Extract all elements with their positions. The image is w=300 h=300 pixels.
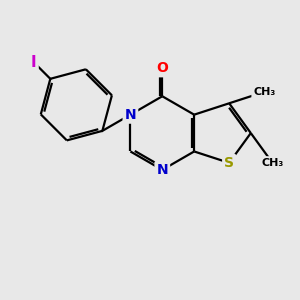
Text: I: I: [31, 55, 37, 70]
Text: O: O: [156, 61, 168, 75]
Text: N: N: [124, 108, 136, 122]
Text: CH₃: CH₃: [253, 87, 275, 97]
Text: S: S: [224, 156, 234, 170]
Text: CH₃: CH₃: [261, 158, 284, 168]
Text: N: N: [157, 163, 168, 177]
